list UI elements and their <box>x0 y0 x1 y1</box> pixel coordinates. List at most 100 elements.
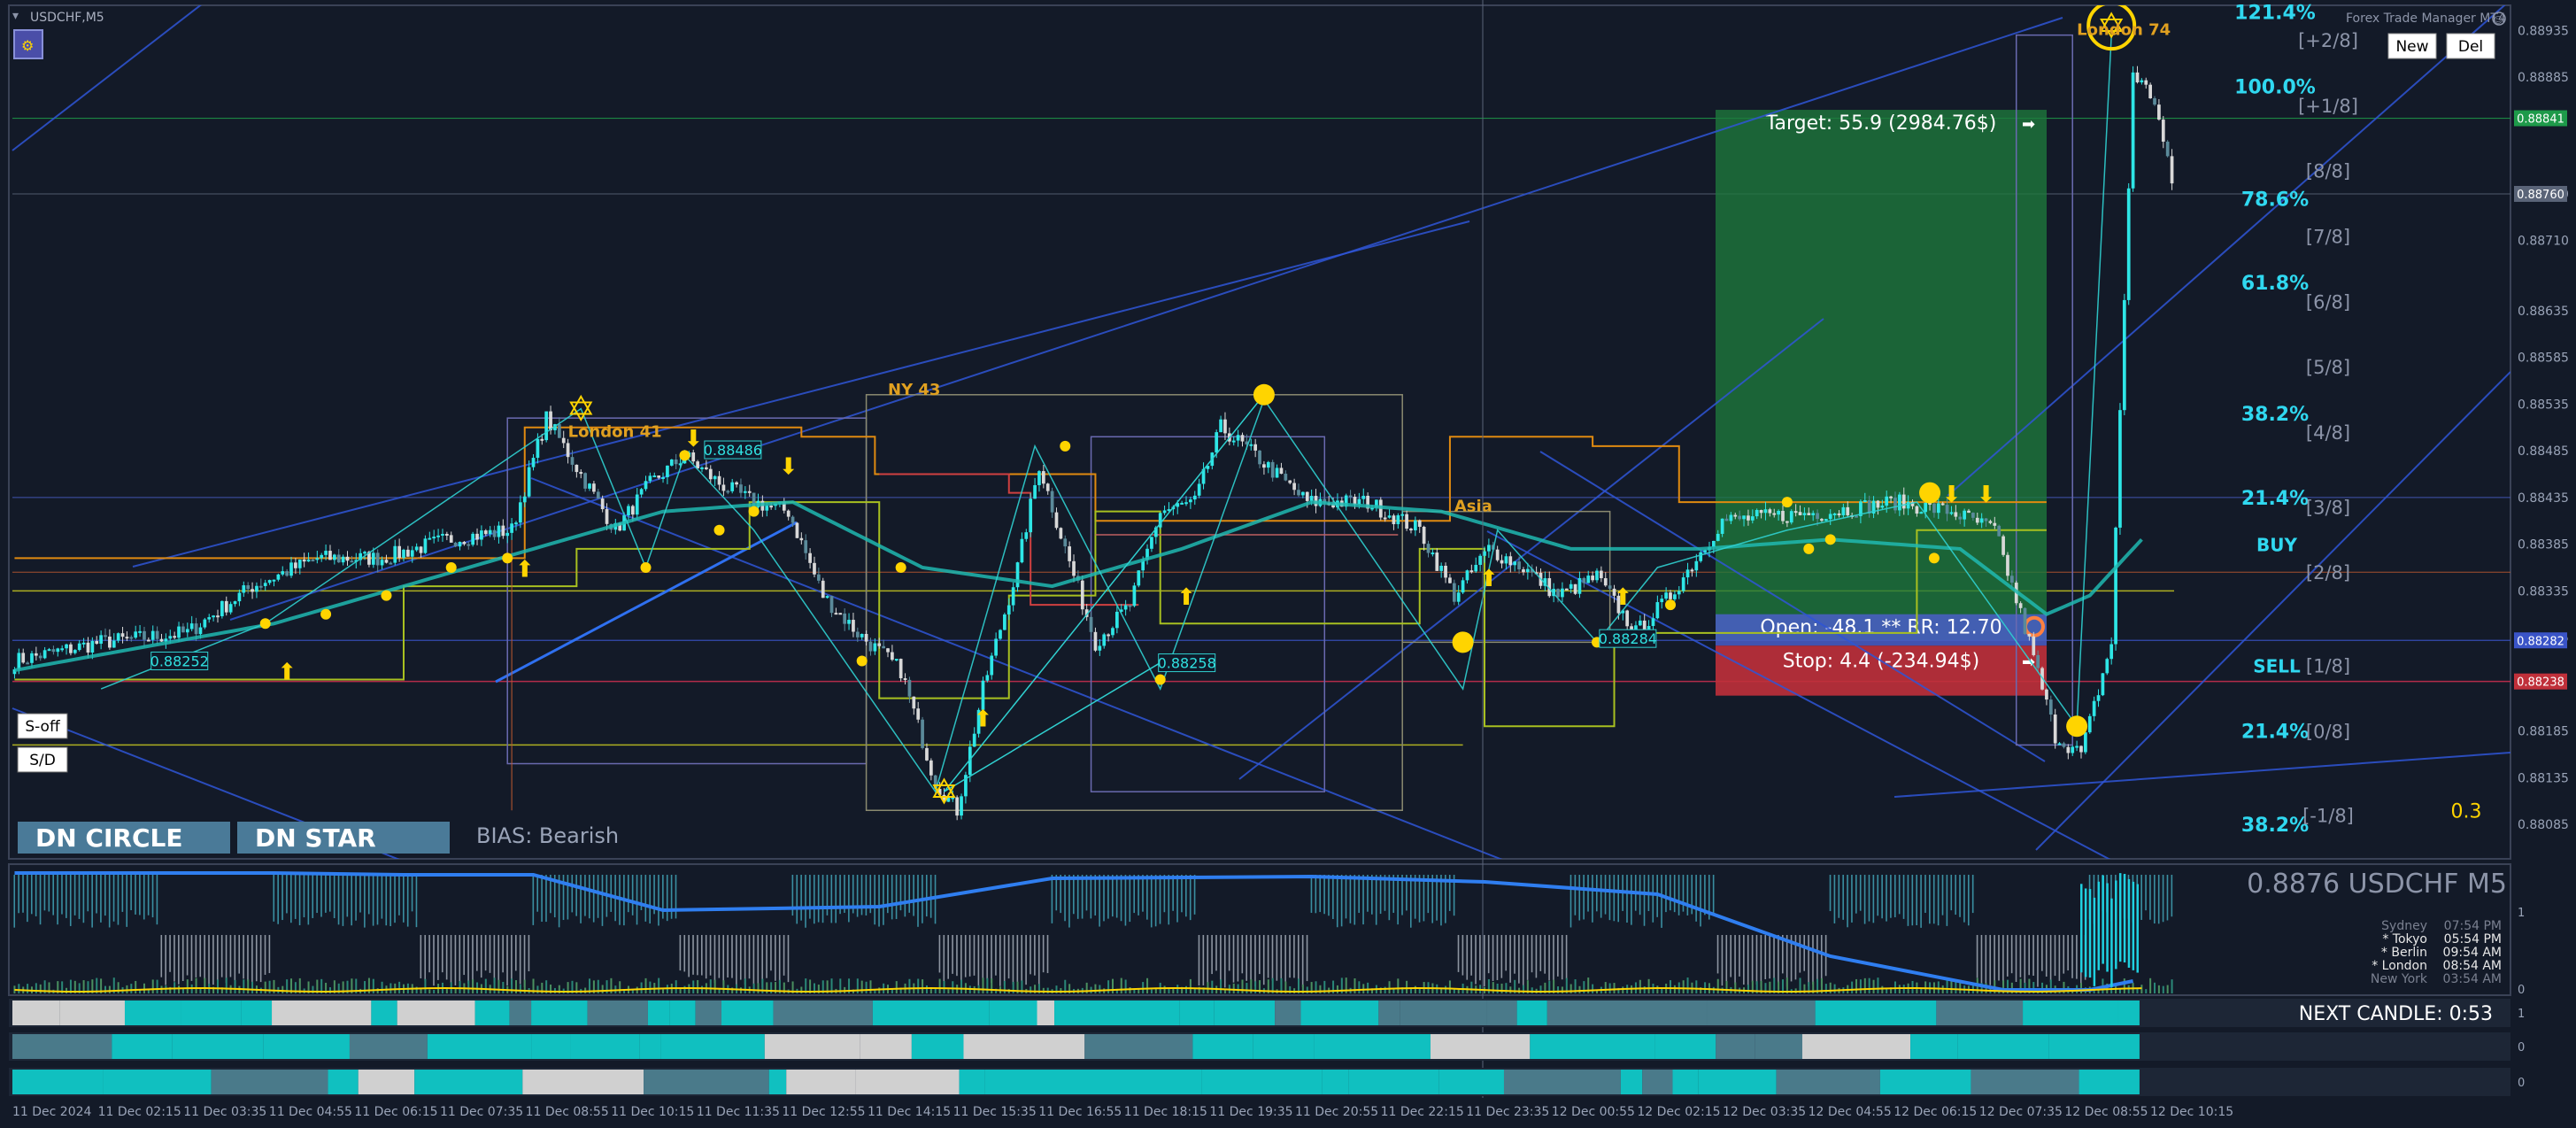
volume-bar <box>1937 981 1940 993</box>
indicator-line <box>14 871 2134 992</box>
volume-bar <box>476 982 479 993</box>
histogram-bar <box>532 875 535 925</box>
histogram-bar <box>960 935 962 982</box>
histogram-bar <box>1319 875 1322 913</box>
candle <box>2084 730 2087 754</box>
indicator-tick: 1 <box>2518 907 2525 920</box>
histogram-bar <box>1941 875 1944 916</box>
histogram-bar <box>1185 875 1187 917</box>
histogram-bar <box>770 935 772 971</box>
histogram-bar <box>69 875 72 926</box>
volume-bar <box>1583 981 1585 993</box>
histogram-bar <box>1332 875 1334 920</box>
time-tick-label: 11 Dec 15:35 <box>953 1105 1037 1119</box>
histogram-bar <box>195 935 197 977</box>
candle <box>782 498 786 514</box>
candle <box>1561 582 1564 603</box>
histogram-bar <box>367 875 370 915</box>
volume-bar <box>294 982 297 993</box>
histogram-bar <box>718 935 721 978</box>
candle <box>42 646 47 660</box>
histogram-bar <box>1994 935 1995 988</box>
color-bar-segment <box>349 1034 428 1059</box>
histogram-bar <box>1090 875 1092 919</box>
candle <box>951 790 955 802</box>
next-candle-label: NEXT CANDLE: 0:53 <box>2299 1003 2493 1025</box>
dn-star-button[interactable]: DN STAR <box>237 822 450 854</box>
histogram-bar <box>610 875 613 912</box>
js-icon[interactable]: ⚙ <box>13 29 43 59</box>
color-bar-segment <box>531 1001 588 1025</box>
new-button[interactable]: New <box>2387 33 2437 59</box>
color-bar-segment <box>1957 1034 2049 1059</box>
candle <box>233 600 237 607</box>
volume-bar <box>104 985 107 993</box>
candle <box>1249 438 1253 451</box>
volume-bar <box>1803 984 1806 993</box>
candle <box>1180 500 1184 505</box>
volume-bar <box>2063 981 2065 993</box>
volume-bar <box>1012 981 1014 993</box>
histogram-bar <box>303 875 305 918</box>
candle <box>1495 545 1500 562</box>
candle <box>721 477 726 497</box>
price-tag: 0.88841 <box>2514 110 2567 127</box>
volume-bar <box>1440 987 1443 993</box>
sell-arrow-icon: ⬇ <box>1977 482 1996 508</box>
pivot-dot <box>445 561 457 573</box>
volume-bar <box>1708 983 1710 993</box>
candle <box>2101 673 2105 697</box>
candle <box>1426 540 1431 558</box>
volume-bar <box>1902 985 1905 993</box>
del-button[interactable]: Del <box>2446 33 2495 59</box>
volume-bar <box>66 987 68 993</box>
histogram-bar <box>1985 935 1987 987</box>
session-label: Asia <box>1454 498 1492 516</box>
volume-bar <box>2136 988 2139 993</box>
histogram-bar <box>1115 875 1118 918</box>
histogram-bar <box>1639 875 1641 916</box>
dn-circle-button[interactable]: DN CIRCLE <box>18 822 230 854</box>
volume-bar <box>752 983 755 993</box>
histogram-bar <box>234 935 236 987</box>
histogram-bar <box>229 935 232 977</box>
candle <box>627 504 630 521</box>
collapse-arrow-icon[interactable]: ▾ <box>12 9 19 23</box>
candle <box>1201 462 1206 490</box>
s-off-button[interactable]: S-off <box>17 713 68 739</box>
murrey-level-label: [+2/8] <box>2298 30 2358 51</box>
candle <box>320 552 324 562</box>
color-bar-segment <box>1716 1034 1755 1059</box>
histogram-bar <box>956 935 958 977</box>
candle <box>864 630 868 646</box>
volume-bar <box>199 987 202 993</box>
volume-bar <box>428 989 431 993</box>
histogram-bar <box>1445 875 1446 923</box>
histogram-bar <box>995 935 997 976</box>
candle <box>1729 512 1733 524</box>
histogram-bar <box>1150 875 1153 928</box>
candle <box>104 628 107 641</box>
volume-bar <box>1414 985 1416 993</box>
histogram-bar <box>705 935 707 979</box>
price-tick-label: 0.88135 <box>2518 771 2569 785</box>
candle <box>1344 493 1348 511</box>
histogram-bar <box>316 875 318 914</box>
candle <box>1673 590 1677 602</box>
candle <box>444 531 449 541</box>
candle <box>644 475 648 491</box>
color-bar-segment <box>211 1070 328 1094</box>
color-bar-segment <box>721 1001 774 1025</box>
histogram-bar <box>2140 875 2142 920</box>
s-d-button[interactable]: S/D <box>17 746 68 773</box>
candle <box>1901 487 1906 515</box>
volume-bar <box>1824 984 1827 993</box>
histogram-bar <box>1548 935 1550 981</box>
session-time: 03:54 AM <box>2443 972 2502 986</box>
histogram-bar <box>1315 875 1317 914</box>
histogram-bar <box>1531 935 1533 973</box>
color-bar-segment <box>103 1070 212 1094</box>
candle <box>990 653 994 680</box>
time-tick-label: 11 Dec 12:55 <box>782 1105 865 1119</box>
